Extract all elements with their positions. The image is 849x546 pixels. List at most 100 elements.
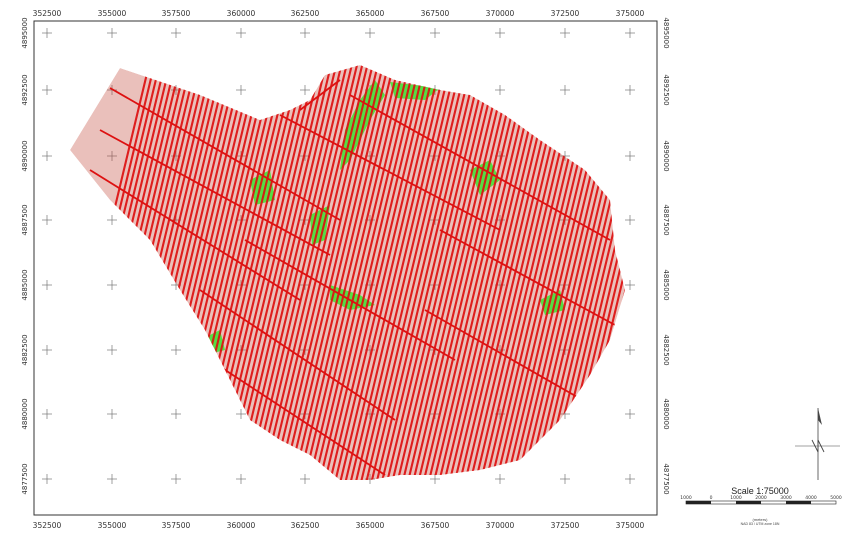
grid-cross: [42, 85, 52, 95]
flight-line: [304, 65, 422, 480]
y-tick-label: 4885000: [662, 269, 670, 300]
flight-line: [345, 65, 463, 480]
grid-cross: [430, 28, 440, 38]
grid-cross: [171, 474, 181, 484]
grid-cross: [625, 409, 635, 419]
tie-line: [349, 94, 611, 241]
grid-cross: [42, 215, 52, 225]
grid-cross: [300, 28, 310, 38]
y-tick-label: 4885000: [21, 269, 29, 300]
flight-line: [621, 65, 625, 480]
y-tick-label: 4880000: [662, 398, 670, 429]
flight-line: [324, 65, 443, 480]
y-tick-label: 4877500: [21, 463, 29, 494]
flight-line: [350, 65, 469, 480]
north-arrow-icon: [795, 408, 840, 480]
tie-lines: [89, 79, 616, 476]
flight-line: [371, 65, 489, 480]
scale-tick-label: 3000: [780, 495, 792, 501]
y-tick-label: 4895000: [662, 17, 670, 48]
tie-line: [244, 239, 456, 361]
grid-cross: [107, 28, 117, 38]
flight-line: [659, 40, 774, 520]
grid-cross: [171, 345, 181, 355]
grid-cross: [625, 215, 635, 225]
tie-line: [209, 359, 386, 476]
flight-line: [638, 40, 753, 520]
x-tick-label: 375000: [616, 9, 645, 18]
scale-tick-label: 4000: [805, 495, 817, 501]
flight-line: [408, 65, 526, 480]
flight-line: [267, 65, 385, 480]
flight-line: [330, 65, 448, 480]
x-tick-label: 355000: [98, 9, 127, 18]
grid-cross: [236, 28, 246, 38]
tie-line: [299, 79, 341, 111]
grid-cross: [42, 280, 52, 290]
tie-line: [109, 87, 341, 221]
flight-line: [309, 65, 427, 480]
y-tick-label: 4887500: [21, 204, 29, 235]
grid-cross: [300, 85, 310, 95]
y-tick-label: 4892500: [662, 74, 670, 105]
tie-line: [199, 289, 396, 421]
flight-line: [397, 65, 515, 480]
grid-cross: [42, 474, 52, 484]
x-tick-label: 365000: [356, 521, 385, 530]
y-tick-label: 4895000: [21, 17, 29, 48]
flight-line: [628, 40, 743, 520]
flight-line: [387, 65, 505, 480]
x-tick-label: 367500: [421, 521, 450, 530]
flight-line: [413, 65, 531, 480]
x-axis-labels-bottom: 352500 355000 357500 360000 362500 365000 3675…: [33, 521, 645, 530]
grid-cross: [300, 474, 310, 484]
map-frame: [33, 20, 658, 516]
tie-line: [89, 169, 301, 301]
grid-cross: [107, 409, 117, 419]
grid-cross: [107, 474, 117, 484]
tie-line: [439, 229, 616, 326]
grid-cross: [236, 409, 246, 419]
x-tick-label: 362500: [291, 9, 320, 18]
scale-tick-label: 2000: [755, 495, 767, 501]
y-axis-labels-right: 4895000 4892500 4890000 4887500 4885000 48825…: [662, 17, 670, 494]
grid-cross: [107, 215, 117, 225]
grid-cross: [107, 345, 117, 355]
survey-coverage: [70, 40, 774, 520]
grid-cross: [42, 151, 52, 161]
x-tick-label: 365000: [356, 9, 385, 18]
flight-line: [272, 65, 391, 480]
x-axis-labels-top: 352500 355000 357500 360000 362500 365000 3675…: [33, 9, 645, 18]
grid-cross: [171, 28, 181, 38]
x-tick-label: 362500: [291, 521, 320, 530]
x-tick-label: 370000: [486, 521, 515, 530]
x-tick-label: 352500: [33, 521, 62, 530]
y-tick-label: 4882500: [662, 334, 670, 365]
flight-line: [633, 40, 748, 520]
grid-cross: [560, 151, 570, 161]
grid-cross: [42, 345, 52, 355]
grid-cross: [625, 280, 635, 290]
x-tick-label: 360000: [227, 9, 256, 18]
grid-cross: [236, 85, 246, 95]
y-tick-label: 4890000: [662, 140, 670, 171]
flight-line: [262, 65, 380, 480]
flight-line: [392, 65, 510, 480]
tie-line: [424, 309, 601, 411]
scale-tick-label: 0: [710, 495, 713, 501]
grid-cross: [625, 151, 635, 161]
flight-line: [356, 65, 474, 480]
grid-cross: [495, 85, 505, 95]
tie-line: [279, 114, 501, 231]
y-tick-label: 4890000: [21, 140, 29, 171]
scale-tick-label: 5000: [830, 495, 842, 501]
grid-cross: [42, 28, 52, 38]
flight-line: [283, 65, 401, 480]
grid-cross: [42, 409, 52, 419]
x-tick-label: 357500: [162, 521, 191, 530]
flight-line: [361, 65, 479, 480]
grid-cross: [560, 28, 570, 38]
x-tick-label: 357500: [162, 9, 191, 18]
flight-line: [319, 65, 437, 480]
